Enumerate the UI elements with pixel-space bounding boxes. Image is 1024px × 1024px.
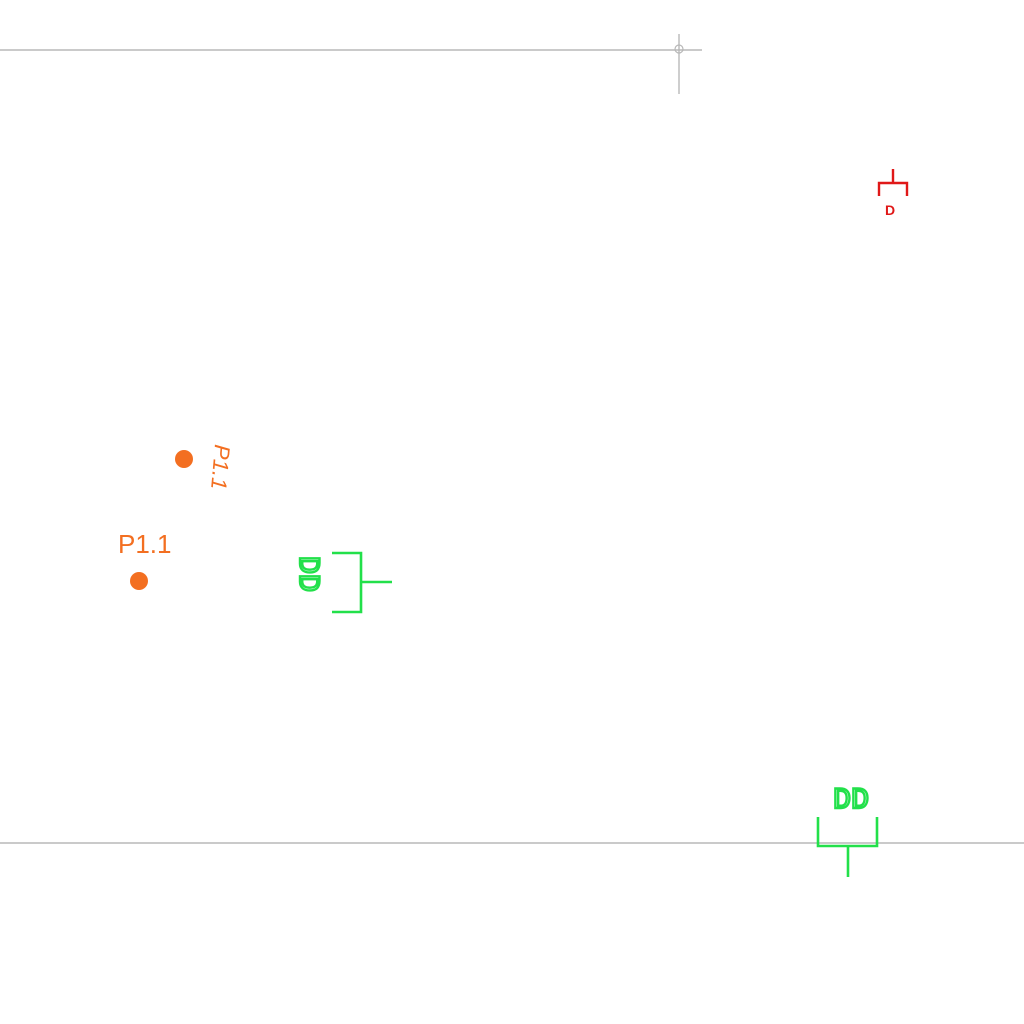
green-symbol-bottom-label: DD: [833, 784, 869, 818]
red-symbol[interactable]: D: [879, 169, 907, 218]
point-p1-1-horizontal[interactable]: P1.1: [118, 529, 172, 590]
green-symbol-bottom[interactable]: DD: [818, 784, 877, 877]
green-symbol-left[interactable]: DD: [290, 553, 392, 612]
point-label-horizontal: P1.1: [118, 529, 172, 559]
red-symbol-label: D: [885, 202, 895, 218]
point-marker: [175, 450, 193, 468]
point-marker: [130, 572, 148, 590]
point-label-rotated: P1.1: [206, 444, 235, 491]
green-symbol-left-label: DD: [290, 556, 324, 592]
point-p1-1-rotated[interactable]: P1.1: [175, 444, 235, 491]
